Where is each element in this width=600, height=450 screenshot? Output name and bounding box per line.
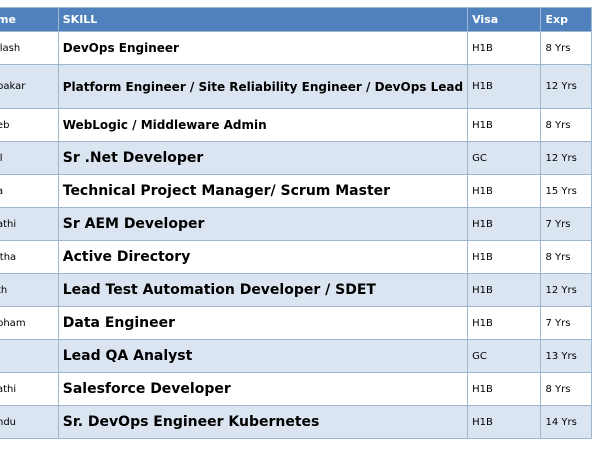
table-row: itha Active Directory H1B 8 Yrs	[0, 240, 592, 274]
visa-cell: H1B	[467, 372, 542, 406]
exp-cell: 14 Yrs	[540, 405, 592, 439]
table-row: th Lead Test Automation Developer / SDET…	[0, 273, 592, 307]
skill-cell: Platform Engineer / Site Reliability Eng…	[57, 64, 469, 109]
exp-cell: 8 Yrs	[540, 108, 592, 142]
table-row: athi Salesforce Developer H1B 8 Yrs	[0, 372, 592, 406]
skill-cell: DevOps Engineer	[57, 31, 469, 65]
visa-cell: H1B	[467, 306, 542, 340]
exp-cell: 12 Yrs	[540, 64, 592, 109]
table-row: ndu Sr. DevOps Engineer Kubernetes H1B 1…	[0, 405, 592, 439]
name-cell: pham	[0, 306, 59, 340]
table-row: Lead QA Analyst GC 13 Yrs	[0, 339, 592, 373]
name-cell: bakar	[0, 64, 59, 109]
visa-cell: H1B	[467, 64, 542, 109]
skill-cell: Sr. DevOps Engineer Kubernetes	[57, 405, 469, 439]
exp-cell: 7 Yrs	[540, 306, 592, 340]
exp-cell: 8 Yrs	[540, 31, 592, 65]
name-cell: athi	[0, 207, 59, 241]
header-visa: Visa	[467, 7, 542, 32]
visa-cell: H1B	[467, 240, 542, 274]
visa-cell: H1B	[467, 31, 542, 65]
exp-cell: 12 Yrs	[540, 141, 592, 175]
table-row: ilash DevOps Engineer H1B 8 Yrs	[0, 31, 592, 65]
visa-cell: H1B	[467, 207, 542, 241]
header-row: me SKILL Visa Exp	[0, 7, 592, 32]
table-row: athi Sr AEM Developer H1B 7 Yrs	[0, 207, 592, 241]
table-row: a Technical Project Manager/ Scrum Maste…	[0, 174, 592, 208]
visa-cell: GC	[467, 141, 542, 175]
exp-cell: 13 Yrs	[540, 339, 592, 373]
skill-cell: Salesforce Developer	[57, 372, 469, 406]
visa-cell: H1B	[467, 405, 542, 439]
name-cell: athi	[0, 372, 59, 406]
table-row: eb WebLogic / Middleware Admin H1B 8 Yrs	[0, 108, 592, 142]
skill-cell: Data Engineer	[57, 306, 469, 340]
name-cell	[0, 339, 59, 373]
visa-cell: H1B	[467, 174, 542, 208]
skill-cell: Sr AEM Developer	[57, 207, 469, 241]
table-row: pham Data Engineer H1B 7 Yrs	[0, 306, 592, 340]
name-cell: itha	[0, 240, 59, 274]
exp-cell: 8 Yrs	[540, 240, 592, 274]
table-row: il Sr .Net Developer GC 12 Yrs	[0, 141, 592, 175]
header-exp: Exp	[540, 7, 592, 32]
skill-cell: Sr .Net Developer	[57, 141, 469, 175]
exp-cell: 7 Yrs	[540, 207, 592, 241]
name-cell: il	[0, 141, 59, 175]
visa-cell: GC	[467, 339, 542, 373]
exp-cell: 12 Yrs	[540, 273, 592, 307]
skill-cell: Technical Project Manager/ Scrum Master	[57, 174, 469, 208]
skill-cell: Lead Test Automation Developer / SDET	[57, 273, 469, 307]
name-cell: eb	[0, 108, 59, 142]
visa-cell: H1B	[467, 108, 542, 142]
visa-cell: H1B	[467, 273, 542, 307]
header-name: me	[0, 7, 59, 32]
header-skill: SKILL	[57, 7, 469, 32]
table-row: bakar Platform Engineer / Site Reliabili…	[0, 64, 592, 109]
exp-cell: 8 Yrs	[540, 372, 592, 406]
name-cell: ndu	[0, 405, 59, 439]
name-cell: ilash	[0, 31, 59, 65]
skill-cell: Lead QA Analyst	[57, 339, 469, 373]
candidates-table: me SKILL Visa Exp ilash DevOps Engineer …	[0, 7, 592, 439]
name-cell: th	[0, 273, 59, 307]
skill-cell: WebLogic / Middleware Admin	[57, 108, 469, 142]
skill-cell: Active Directory	[57, 240, 469, 274]
name-cell: a	[0, 174, 59, 208]
exp-cell: 15 Yrs	[540, 174, 592, 208]
